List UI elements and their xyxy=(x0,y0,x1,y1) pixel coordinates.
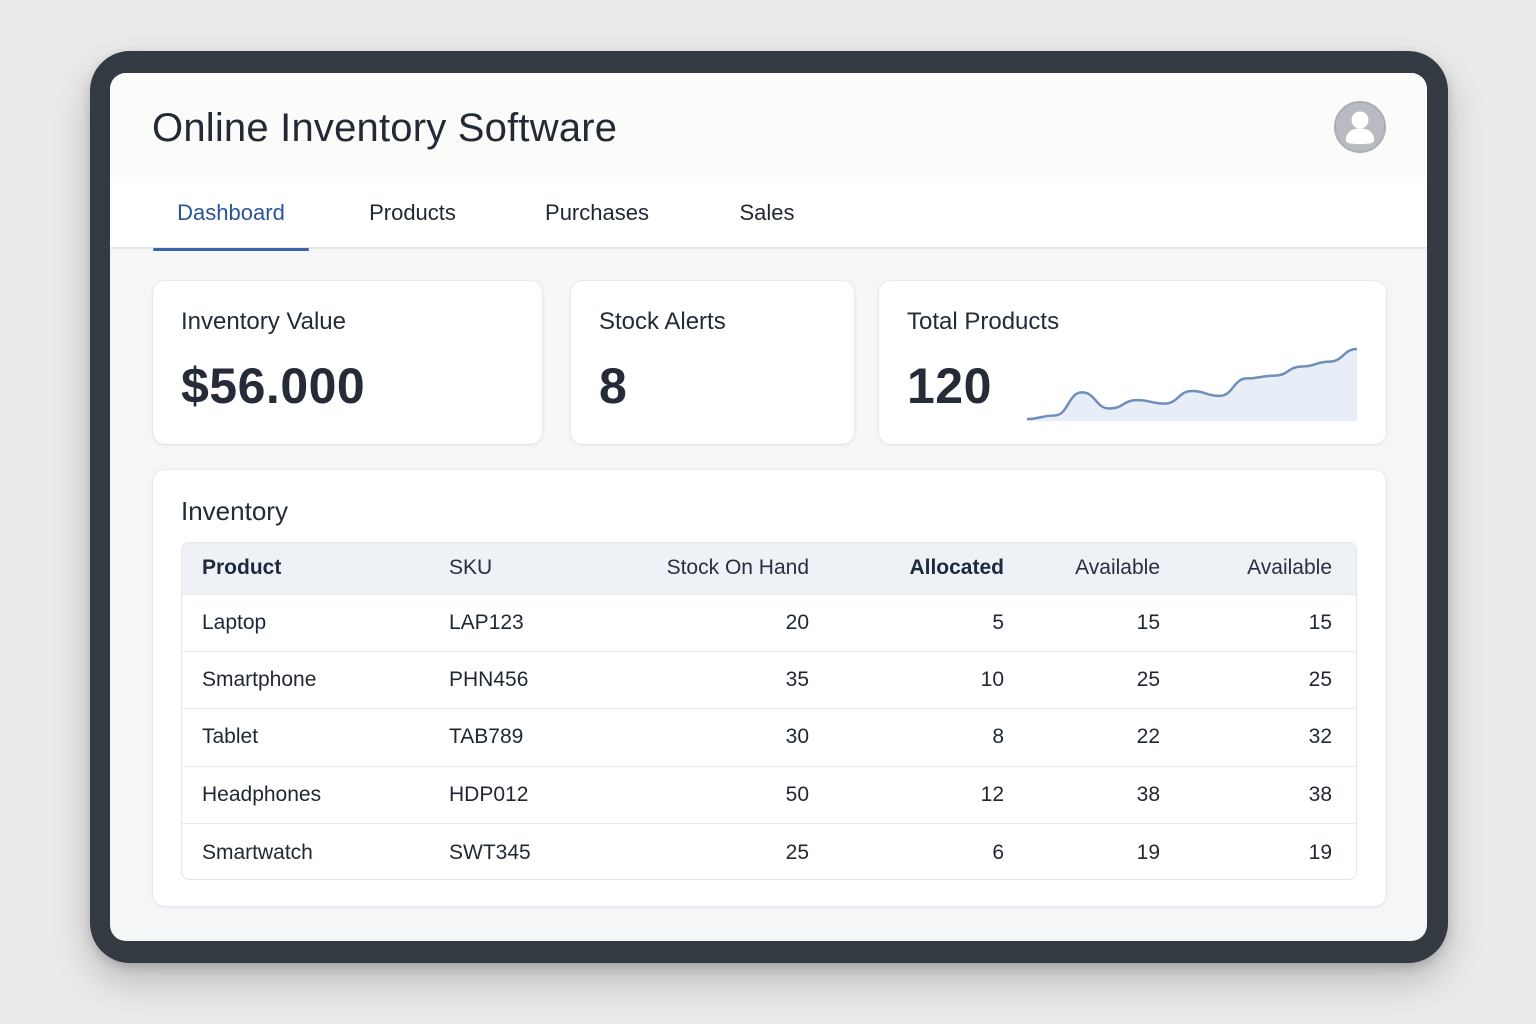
column-header-allocated[interactable]: Allocated xyxy=(909,556,1004,580)
cell-available: 25 xyxy=(1136,668,1160,692)
column-header-stock-on-hand[interactable]: Stock On Hand xyxy=(666,556,809,580)
cell-available: 22 xyxy=(1136,725,1160,749)
total-products-card: Total Products 120 xyxy=(879,281,1386,444)
cell-available-2: 19 xyxy=(1308,840,1332,864)
app-title: Online Inventory Software xyxy=(152,106,618,150)
table-header-row: Product SKU Stock On Hand Allocated Avai… xyxy=(182,543,1356,594)
cell-product: Laptop xyxy=(202,610,267,634)
total-products-label: Total Products xyxy=(907,308,1060,335)
tab-purchases[interactable]: Purchases xyxy=(545,200,649,225)
inventory-title: Inventory xyxy=(181,496,288,526)
inventory-table: Product SKU Stock On Hand Allocated Avai… xyxy=(181,542,1357,880)
tab-sales[interactable]: Sales xyxy=(739,200,795,225)
cell-sku: PHN456 xyxy=(449,668,529,692)
column-header-sku[interactable]: SKU xyxy=(449,556,493,580)
stock-alerts-label: Stock Alerts xyxy=(599,308,726,335)
cell-stock-on-hand: 25 xyxy=(785,840,809,864)
app-window: Online Inventory Software Dashboard Prod… xyxy=(110,73,1427,941)
cell-sku: SWT345 xyxy=(449,840,531,864)
cell-allocated: 10 xyxy=(980,668,1004,692)
device-frame: Online Inventory Software Dashboard Prod… xyxy=(90,51,1448,963)
cell-allocated: 8 xyxy=(992,725,1004,749)
cell-stock-on-hand: 50 xyxy=(785,782,809,806)
cell-stock-on-hand: 30 xyxy=(785,725,809,749)
total-products-sparkline xyxy=(1027,347,1357,421)
inventory-value: $56.000 xyxy=(181,358,366,414)
cell-available-2: 32 xyxy=(1308,725,1332,749)
inventory-value-label: Inventory Value xyxy=(181,308,346,335)
sparkline-area xyxy=(1027,349,1357,421)
tab-dashboard[interactable]: Dashboard xyxy=(153,177,309,251)
table-row[interactable]: Tablet TAB789 30 8 22 32 xyxy=(182,708,1356,766)
cell-allocated: 5 xyxy=(992,610,1004,634)
cell-allocated: 12 xyxy=(980,782,1004,806)
table-row[interactable]: Smartwatch SWT345 25 6 19 19 xyxy=(182,823,1356,879)
cell-product: Smartwatch xyxy=(202,840,313,864)
tab-products[interactable]: Products xyxy=(369,200,456,225)
table-row[interactable]: Smartphone PHN456 35 10 25 25 xyxy=(182,651,1356,708)
cell-product: Tablet xyxy=(202,725,259,749)
cell-available-2: 25 xyxy=(1308,668,1332,692)
sparkline-line xyxy=(1027,347,1357,421)
cell-stock-on-hand: 20 xyxy=(785,610,809,634)
cell-available: 15 xyxy=(1136,610,1160,634)
total-products-value: 120 xyxy=(907,358,992,414)
nav-tabs: Dashboard Products Purchases Sales xyxy=(110,177,1427,251)
inventory-value-card: Inventory Value $56.000 xyxy=(153,281,542,444)
column-header-product[interactable]: Product xyxy=(202,556,282,580)
stock-alerts-card: Stock Alerts 8 xyxy=(571,281,854,444)
cell-product: Headphones xyxy=(202,782,322,806)
column-header-available-2[interactable]: Available xyxy=(1247,556,1332,580)
table-row[interactable]: Headphones HDP012 50 12 38 38 xyxy=(182,766,1356,823)
cell-available: 38 xyxy=(1136,782,1160,806)
cell-allocated: 6 xyxy=(992,840,1004,864)
cell-sku: HDP012 xyxy=(449,782,529,806)
cell-available-2: 15 xyxy=(1308,610,1332,634)
cell-available: 19 xyxy=(1136,840,1160,864)
inventory-card: Inventory Product SKU Stock On Hand Allo… xyxy=(153,470,1386,906)
table-row[interactable]: Laptop LAP123 20 5 15 15 xyxy=(182,594,1356,651)
cell-stock-on-hand: 35 xyxy=(785,668,809,692)
stock-alerts-value: 8 xyxy=(599,358,628,414)
cell-sku: LAP123 xyxy=(449,610,524,634)
user-avatar-icon[interactable] xyxy=(1333,100,1387,154)
cell-product: Smartphone xyxy=(202,668,317,692)
cell-sku: TAB789 xyxy=(449,725,524,749)
app-header: Online Inventory Software xyxy=(110,73,1427,177)
column-header-available[interactable]: Available xyxy=(1075,556,1160,580)
cell-available-2: 38 xyxy=(1308,782,1332,806)
